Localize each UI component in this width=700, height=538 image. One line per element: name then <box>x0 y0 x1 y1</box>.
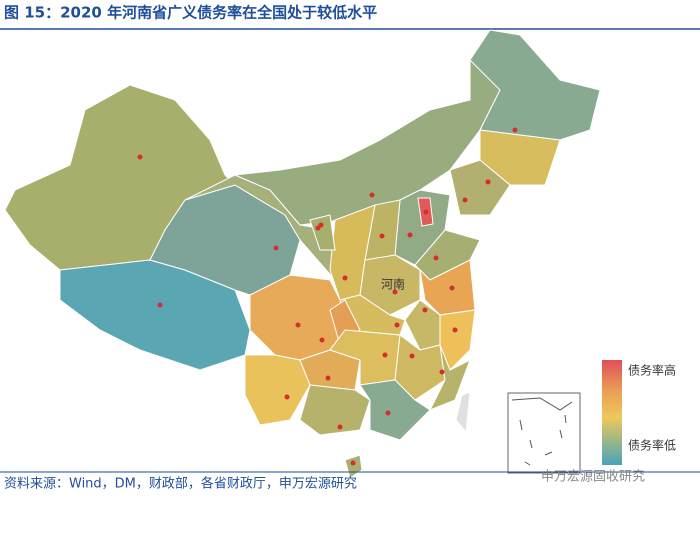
province-label: 河南 <box>381 277 405 292</box>
province <box>244 354 311 426</box>
capital-dot <box>284 394 290 400</box>
capital-dot <box>422 307 428 313</box>
capital-dot <box>392 289 398 295</box>
capital-dot <box>512 127 518 133</box>
south-sea-inset <box>507 392 581 474</box>
province <box>359 379 431 441</box>
province <box>309 214 336 251</box>
legend-high: 债务率高 <box>628 363 676 378</box>
capital-dot <box>449 285 455 291</box>
province <box>344 454 363 479</box>
province <box>299 384 371 436</box>
capital-dot <box>407 232 413 238</box>
capital-dot <box>342 275 348 281</box>
capital-dot <box>325 375 331 381</box>
legend-low: 债务率低 <box>628 438 676 453</box>
capital-dot <box>379 233 385 239</box>
province <box>249 274 346 361</box>
capital-dot <box>439 369 445 375</box>
province <box>455 391 471 434</box>
watermark: 申万宏源固收研究 <box>541 470 645 485</box>
capital-dot <box>350 460 356 466</box>
legend-gradient <box>602 360 622 465</box>
capital-dot <box>318 222 324 228</box>
capital-dot <box>319 337 325 343</box>
capital-dot <box>433 255 439 261</box>
capital-dot <box>452 327 458 333</box>
capital-dot <box>409 353 415 359</box>
capital-dot <box>137 154 143 160</box>
capital-dot <box>273 245 279 251</box>
capital-dot <box>462 197 468 203</box>
title: 图 15：2020 年河南省广义债务率在全国处于较低水平 <box>4 4 377 22</box>
capital-dot <box>394 322 400 328</box>
capital-dot <box>369 192 375 198</box>
capital-dot <box>423 209 429 215</box>
capital-dot <box>337 424 343 430</box>
source: 资料来源：Wind，DM，财政部，各省财政厅，申万宏源研究 <box>4 476 357 492</box>
capital-dot <box>295 322 301 328</box>
province <box>299 349 361 391</box>
province <box>469 29 601 141</box>
province-layer <box>4 29 601 479</box>
capital-dot <box>157 302 163 308</box>
province <box>428 344 471 411</box>
capital-dot <box>382 352 388 358</box>
capital-dot <box>485 179 491 185</box>
nine-dash-line <box>511 397 573 466</box>
capital-dot <box>385 410 391 416</box>
province <box>439 309 476 371</box>
